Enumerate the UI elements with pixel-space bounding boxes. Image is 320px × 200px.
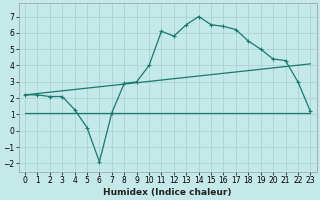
- X-axis label: Humidex (Indice chaleur): Humidex (Indice chaleur): [103, 188, 232, 197]
